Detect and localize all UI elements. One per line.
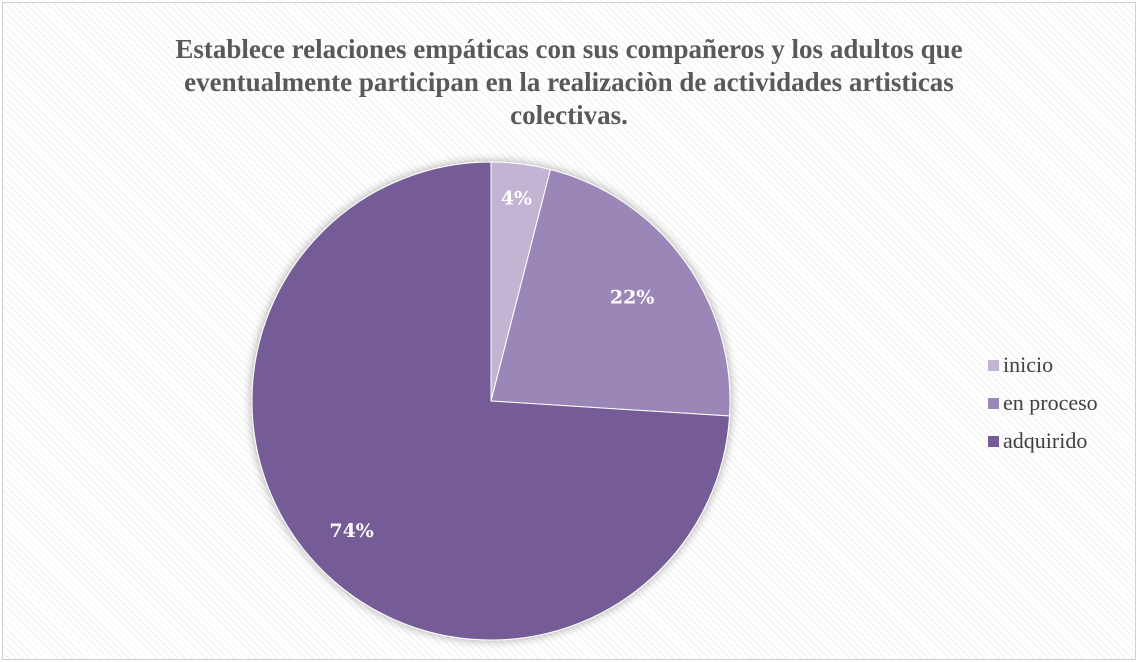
data-label-adquirido: 74% — [329, 520, 374, 542]
legend-swatch-en-proceso — [988, 397, 999, 409]
legend-item-en-proceso: en proceso — [988, 384, 1098, 422]
legend-label-en-proceso: en proceso — [1003, 390, 1098, 415]
chart-title-line-2: eventualmente participan en la realizaci… — [184, 67, 954, 97]
legend-swatch-adquirido — [988, 435, 999, 447]
pie-slice-en-proceso — [490, 168, 731, 417]
chart-title-line-3: colectivas. — [510, 100, 628, 130]
legend: inicio en proceso adquirido — [988, 346, 1098, 460]
legend-swatch-inicio — [988, 359, 999, 371]
data-label-en-proceso: 22% — [610, 286, 655, 308]
chart-title-line-1: Establece relaciones empáticas con sus c… — [175, 34, 963, 64]
legend-item-inicio: inicio — [988, 346, 1098, 384]
data-label-inicio: 4% — [501, 187, 532, 209]
legend-label-inicio: inicio — [1003, 352, 1054, 377]
pie-chart: 4% 22% 74% — [251, 161, 731, 641]
chart-title: Establece relaciones empáticas con sus c… — [3, 33, 1135, 132]
legend-label-adquirido: adquirido — [1003, 428, 1088, 453]
legend-item-adquirido: adquirido — [988, 422, 1098, 460]
pie-slice-adquirido — [251, 161, 731, 641]
